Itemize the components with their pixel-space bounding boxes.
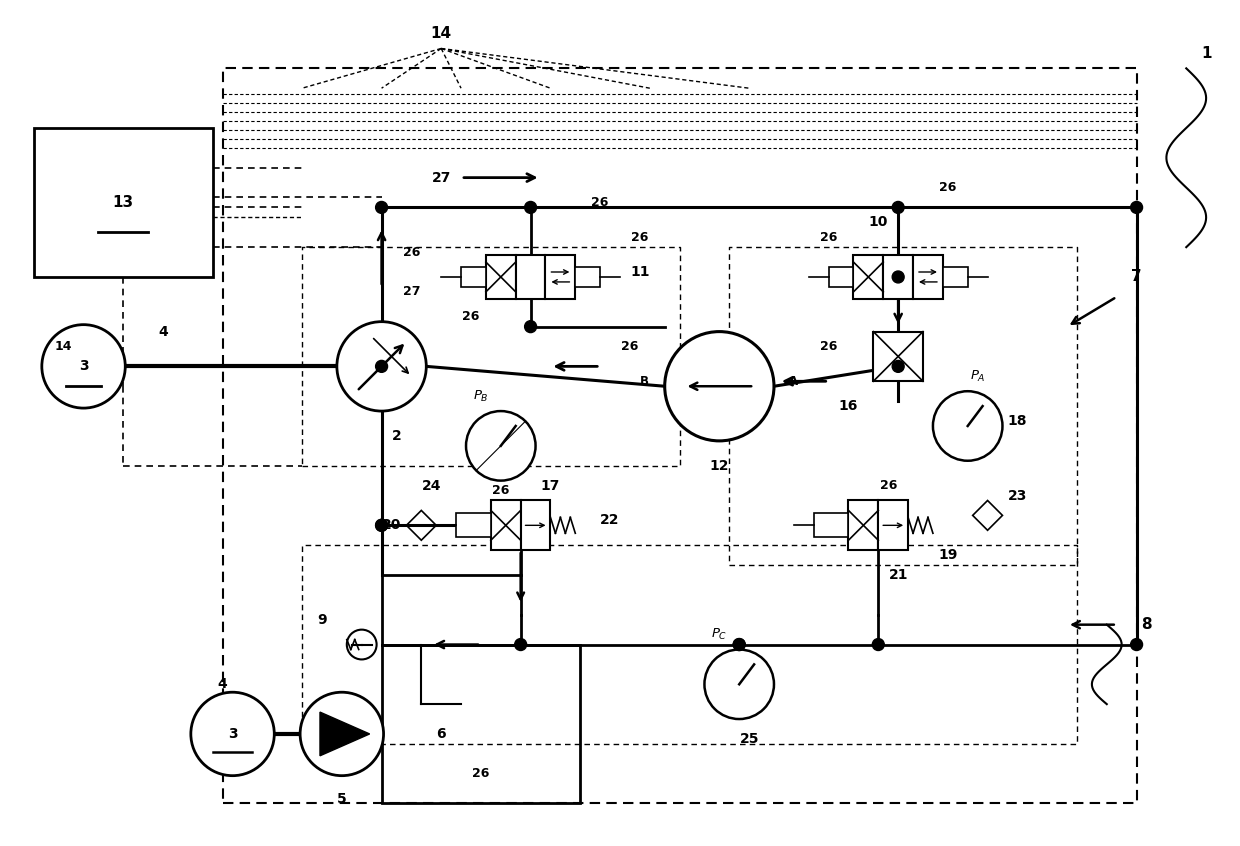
Text: 3: 3: [78, 360, 88, 373]
Text: 26: 26: [939, 181, 956, 194]
Bar: [33, 128, 213, 277]
Bar: [486, 255, 516, 299]
Circle shape: [376, 519, 388, 531]
Circle shape: [893, 360, 904, 372]
Bar: [382, 645, 580, 804]
Text: 11: 11: [630, 265, 650, 279]
Circle shape: [42, 325, 125, 408]
Text: 26: 26: [820, 340, 837, 353]
Text: 14: 14: [55, 340, 72, 353]
Circle shape: [893, 271, 904, 283]
Circle shape: [347, 629, 377, 659]
Text: 27: 27: [432, 171, 451, 184]
Circle shape: [525, 321, 537, 332]
Text: 2: 2: [392, 429, 402, 443]
Text: 26: 26: [403, 245, 420, 259]
Text: 20: 20: [382, 519, 402, 532]
Text: 26: 26: [621, 340, 639, 353]
Circle shape: [893, 201, 904, 213]
Bar: [848, 501, 878, 550]
Text: 7: 7: [1131, 270, 1142, 284]
Bar: [913, 255, 942, 299]
Text: 16: 16: [838, 399, 858, 413]
Circle shape: [1131, 639, 1142, 651]
Circle shape: [932, 391, 1002, 461]
Polygon shape: [320, 712, 370, 755]
Text: 8: 8: [1141, 618, 1152, 632]
Text: $P_B$: $P_B$: [472, 388, 489, 404]
Circle shape: [733, 639, 745, 651]
Text: 26: 26: [820, 231, 837, 244]
Text: 9: 9: [317, 613, 327, 627]
Circle shape: [515, 639, 527, 651]
Circle shape: [376, 519, 388, 531]
Text: 26: 26: [591, 196, 609, 209]
Circle shape: [376, 201, 388, 213]
Text: 26: 26: [463, 310, 480, 323]
Bar: [456, 514, 491, 537]
Bar: [878, 501, 908, 550]
Text: 10: 10: [868, 216, 888, 229]
Bar: [461, 267, 486, 287]
Text: 14: 14: [430, 26, 451, 41]
Circle shape: [1131, 201, 1142, 213]
Text: 12: 12: [709, 459, 729, 473]
Text: 26: 26: [472, 767, 490, 780]
Text: B: B: [640, 375, 650, 387]
Circle shape: [191, 692, 274, 776]
Bar: [942, 267, 967, 287]
Text: 4: 4: [218, 678, 227, 691]
Text: 23: 23: [1008, 488, 1027, 503]
Text: 1: 1: [1200, 46, 1211, 61]
Text: 26: 26: [631, 231, 649, 244]
Circle shape: [300, 692, 383, 776]
Text: 5: 5: [337, 792, 347, 805]
Text: 25: 25: [739, 732, 759, 746]
Text: 17: 17: [541, 479, 560, 492]
Text: 26: 26: [492, 484, 510, 497]
Text: 24: 24: [422, 479, 441, 492]
Text: $P_A$: $P_A$: [970, 369, 986, 384]
Text: 19: 19: [939, 548, 957, 562]
Text: 18: 18: [1008, 414, 1027, 428]
Bar: [828, 267, 853, 287]
Circle shape: [665, 332, 774, 441]
Bar: [883, 255, 913, 299]
Text: 22: 22: [600, 514, 620, 527]
Bar: [521, 501, 551, 550]
Circle shape: [872, 639, 884, 651]
Text: 26: 26: [879, 479, 897, 492]
Bar: [873, 332, 923, 382]
Text: A: A: [790, 375, 799, 387]
Circle shape: [733, 639, 745, 651]
Circle shape: [376, 360, 388, 372]
Circle shape: [337, 321, 427, 411]
Text: $P_C$: $P_C$: [711, 627, 728, 642]
Bar: [813, 514, 848, 537]
Text: 21: 21: [888, 568, 908, 582]
Text: 13: 13: [113, 195, 134, 210]
Circle shape: [525, 201, 537, 213]
Text: 27: 27: [403, 285, 420, 299]
Bar: [491, 501, 521, 550]
Bar: [853, 255, 883, 299]
Bar: [516, 255, 546, 299]
Text: 4: 4: [159, 325, 167, 338]
Bar: [546, 255, 575, 299]
Text: 6: 6: [436, 727, 446, 741]
Text: 3: 3: [228, 727, 237, 741]
Circle shape: [466, 411, 536, 481]
Bar: [575, 267, 600, 287]
Circle shape: [704, 650, 774, 719]
